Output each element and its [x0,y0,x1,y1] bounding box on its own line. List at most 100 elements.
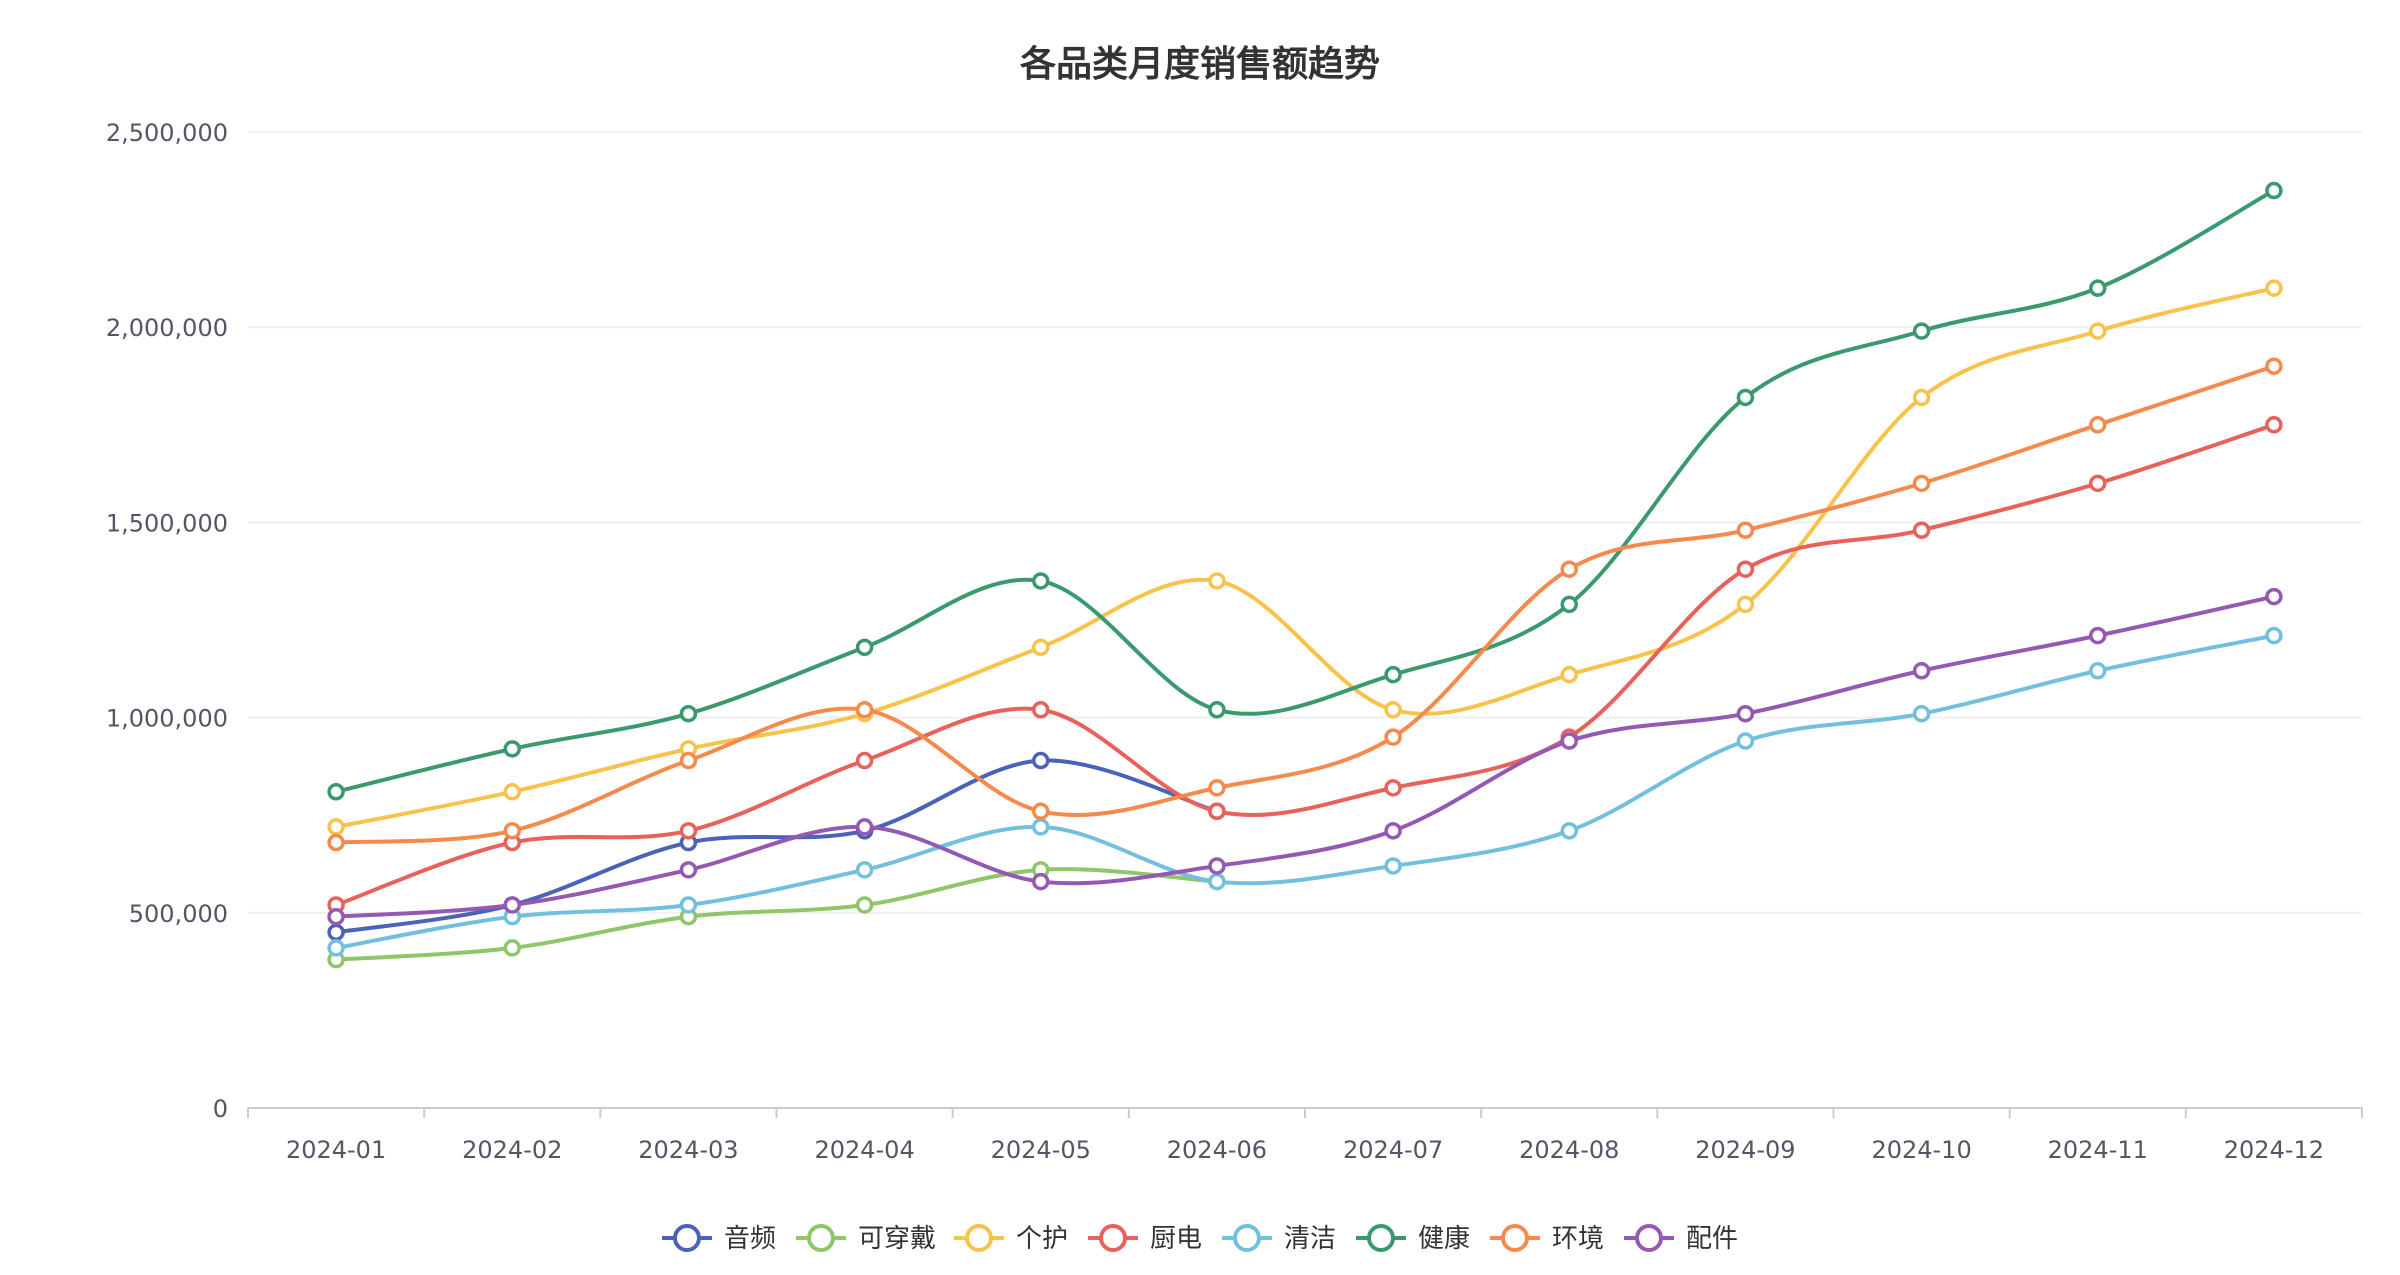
data-point [1912,662,1931,680]
data-point [2089,662,2107,680]
data-point [503,740,521,758]
data-point [2265,357,2283,375]
series-6 [327,357,2283,852]
series-line [334,867,1219,962]
data-point [855,751,874,770]
x-tick-label: 2024-01 [286,1136,386,1164]
data-point [1032,638,1050,657]
x-tick-label: 2024-02 [462,1136,562,1164]
series-3 [327,416,2283,914]
data-point [679,861,698,879]
x-tick-label: 2024-03 [638,1136,738,1164]
data-point [1384,701,1402,719]
data-point [1032,872,1050,891]
grid-layer [248,131,2362,914]
data-point [1208,872,1226,891]
series-line [334,364,2276,845]
series-line [334,286,2276,829]
legend-swatch-marker [1233,1224,1261,1252]
legend-item-7: 配件 [1624,1224,1738,1254]
legend-item-4: 清洁 [1222,1224,1336,1254]
y-tick-label: 1,000,000 [106,705,228,733]
data-point [1560,560,1578,578]
data-point [1208,701,1226,719]
data-point [1208,779,1226,797]
data-point [1912,322,1931,340]
data-point [855,818,874,836]
data-point [1912,704,1931,723]
series-2 [327,279,2283,836]
series-line [334,758,1219,935]
x-tick-label: 2024-09 [1695,1136,1795,1164]
legend-label: 配件 [1686,1224,1738,1254]
data-point [1912,388,1931,407]
data-point [2089,322,2107,340]
data-point [2089,474,2107,493]
data-point [855,861,874,879]
data-point [855,638,874,657]
data-point [1560,732,1578,750]
data-point [679,822,698,840]
data-point [2265,626,2283,645]
x-tick-label: 2024-11 [2048,1136,2148,1164]
legend-item-3: 厨电 [1088,1224,1202,1254]
data-point [1736,388,1755,407]
data-point [1032,701,1050,719]
data-point [2265,416,2283,434]
data-point [855,896,874,914]
legend-label: 音频 [724,1224,776,1254]
y-tick-label: 2,500,000 [106,119,228,147]
legend-label: 厨电 [1150,1224,1202,1254]
data-point [327,818,345,836]
x-tick-label: 2024-07 [1343,1136,1443,1164]
data-point [1384,857,1402,875]
data-point [1912,521,1931,539]
data-point [2265,587,2283,606]
data-point [1736,560,1755,578]
data-point [1208,572,1226,590]
data-point [327,923,345,942]
series-line [334,188,2276,794]
data-point [1208,857,1226,875]
legend-swatch-marker [1635,1224,1663,1252]
legend-swatch-marker [965,1224,993,1252]
x-tick-label: 2024-05 [991,1136,1091,1164]
series-line [334,633,2276,950]
data-point [503,822,521,840]
data-point [1032,802,1050,821]
data-point [1384,779,1402,797]
data-point [679,751,698,770]
data-point [855,701,874,719]
legend-swatch-marker [1099,1224,1127,1252]
legend: 音频 可穿戴 个护 厨电 清洁 健康 环境 配件 [662,1224,1738,1254]
data-point [1736,595,1755,614]
legend-swatch-marker [807,1224,835,1252]
data-point [679,704,698,723]
data-point [1560,822,1578,840]
series-layer [327,181,2283,969]
data-point [2089,626,2107,645]
data-point [1560,595,1578,614]
data-point [1032,751,1050,770]
x-tick-label: 2024-12 [2224,1136,2324,1164]
series-7 [327,587,2283,926]
data-point [1384,728,1402,746]
legend-item-5: 健康 [1356,1224,1470,1254]
data-point [327,939,345,957]
legend-label: 可穿戴 [858,1224,936,1254]
legend-label: 环境 [1552,1224,1604,1254]
legend-item-1: 可穿戴 [796,1224,936,1254]
data-point [1560,665,1578,684]
data-point [2265,279,2283,297]
series-line [334,422,2276,907]
data-point [503,783,521,801]
data-point [503,939,521,957]
data-point [2265,181,2283,200]
axis-layer: 0 500,000 1,000,000 1,500,000 2,000,000 2,500… [106,119,2363,1164]
legend-label: 清洁 [1284,1224,1336,1254]
legend-item-0: 音频 [662,1224,776,1254]
legend-swatch-marker [1367,1224,1395,1252]
series-4 [327,626,2283,957]
data-point [1384,665,1402,684]
